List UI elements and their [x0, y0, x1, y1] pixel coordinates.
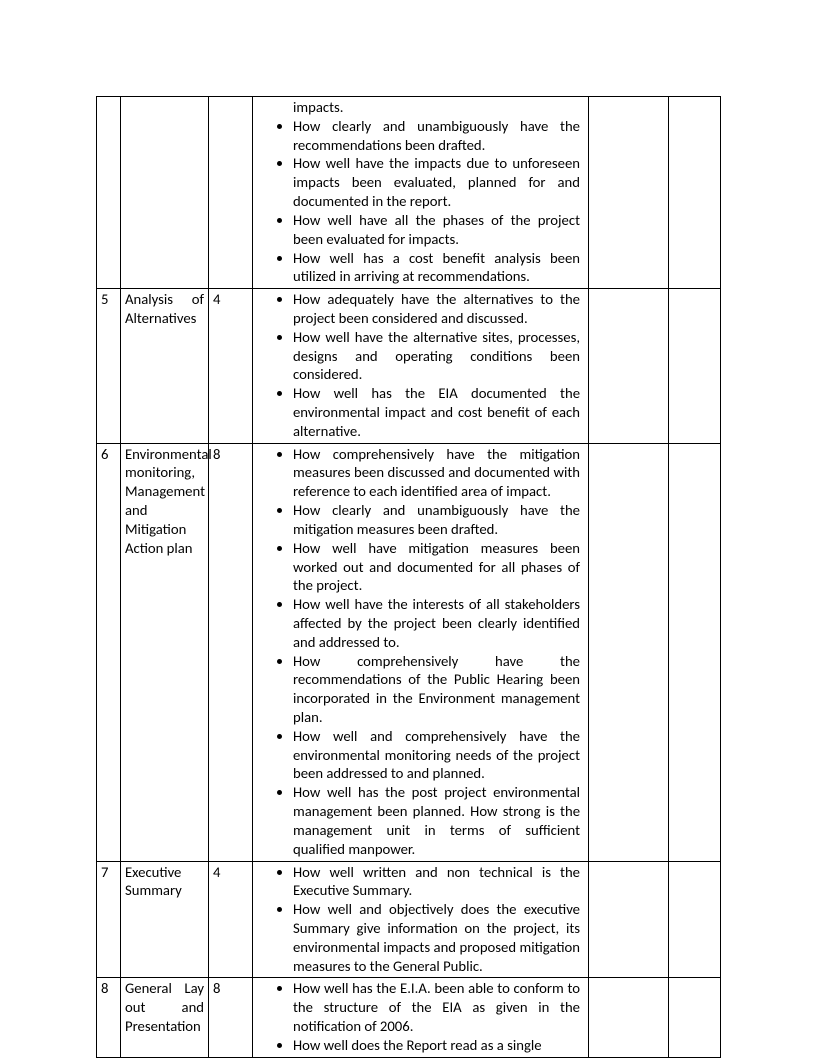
- row-weight: 8: [209, 978, 253, 1057]
- row-col6: [669, 289, 721, 444]
- row-number: 8: [97, 978, 121, 1057]
- criteria-item: How well has a cost benefit analysis bee…: [293, 249, 584, 287]
- criteria-item: How well have the impacts due to unfores…: [293, 154, 584, 210]
- table-row: 6Environmental monitoring, Management an…: [97, 443, 721, 861]
- criteria-item: How comprehensively have the recommendat…: [293, 652, 584, 727]
- criteria-item: How well written and non technical is th…: [293, 863, 584, 901]
- row-title: Executive Summary: [121, 861, 209, 978]
- criteria-item: How well have the interests of all stake…: [293, 595, 584, 651]
- criteria-item: How well and comprehensively have the en…: [293, 727, 584, 783]
- criteria-item: How well does the Report read as a singl…: [293, 1036, 584, 1055]
- table-row: 8General Lay out and Presentation8 How we…: [97, 978, 721, 1057]
- row-col6: [669, 443, 721, 861]
- row-weight: 8: [209, 443, 253, 861]
- row-col5: [589, 97, 669, 289]
- eia-criteria-table: impacts.How clearly and unambiguously ha…: [96, 96, 721, 1058]
- row-title: [121, 97, 209, 289]
- row-title: General Lay out and Presentation: [121, 978, 209, 1057]
- row-criteria: impacts.How clearly and unambiguously ha…: [253, 97, 589, 289]
- row-number: 7: [97, 861, 121, 978]
- row-criteria: How well has the E.I.A. been able to con…: [253, 978, 589, 1057]
- row-number: 6: [97, 443, 121, 861]
- row-weight: [209, 97, 253, 289]
- criteria-list: How clearly and unambiguously have the r…: [257, 117, 584, 286]
- row-criteria: How comprehensively have the mitigation …: [253, 443, 589, 861]
- criteria-item: How well has the post project environmen…: [293, 783, 584, 858]
- criteria-item: How well have mitigation measures been w…: [293, 539, 584, 595]
- row-title: Analysis of Alternatives: [121, 289, 209, 444]
- criteria-item: How well have all the phases of the proj…: [293, 211, 584, 249]
- row-col5: [589, 289, 669, 444]
- criteria-list: How well has the E.I.A. been able to con…: [257, 979, 584, 1054]
- row-weight: 4: [209, 861, 253, 978]
- row-col5: [589, 861, 669, 978]
- criteria-item: How clearly and unambiguously have the r…: [293, 117, 584, 155]
- criteria-item: How well has the EIA documented the envi…: [293, 384, 584, 440]
- criteria-item: How comprehensively have the mitigation …: [293, 445, 584, 501]
- row-criteria: How adequately have the alternatives to …: [253, 289, 589, 444]
- eia-criteria-tbody: impacts.How clearly and unambiguously ha…: [97, 97, 721, 1058]
- criteria-item: How adequately have the alternatives to …: [293, 290, 584, 328]
- criteria-item: How well and objectively does the execut…: [293, 900, 584, 975]
- criteria-item: How clearly and unambiguously have the m…: [293, 501, 584, 539]
- criteria-list: How adequately have the alternatives to …: [257, 290, 584, 441]
- table-row: 7Executive Summary4 How well written and …: [97, 861, 721, 978]
- table-row: 5Analysis of Alternatives4 How adequately…: [97, 289, 721, 444]
- row-col6: [669, 978, 721, 1057]
- row-weight: 4: [209, 289, 253, 444]
- criteria-list: How well written and non technical is th…: [257, 863, 584, 976]
- row-col6: [669, 861, 721, 978]
- row-col5: [589, 443, 669, 861]
- row-col5: [589, 978, 669, 1057]
- row-title: Environmental monitoring, Management and…: [121, 443, 209, 861]
- criteria-item: How well has the E.I.A. been able to con…: [293, 979, 584, 1035]
- row-col6: [669, 97, 721, 289]
- criteria-fragment: impacts.: [293, 98, 584, 117]
- criteria-list: How comprehensively have the mitigation …: [257, 445, 584, 859]
- table-row: impacts.How clearly and unambiguously ha…: [97, 97, 721, 289]
- criteria-item: How well have the alternative sites, pro…: [293, 328, 584, 384]
- row-criteria: How well written and non technical is th…: [253, 861, 589, 978]
- row-number: 5: [97, 289, 121, 444]
- row-number: [97, 97, 121, 289]
